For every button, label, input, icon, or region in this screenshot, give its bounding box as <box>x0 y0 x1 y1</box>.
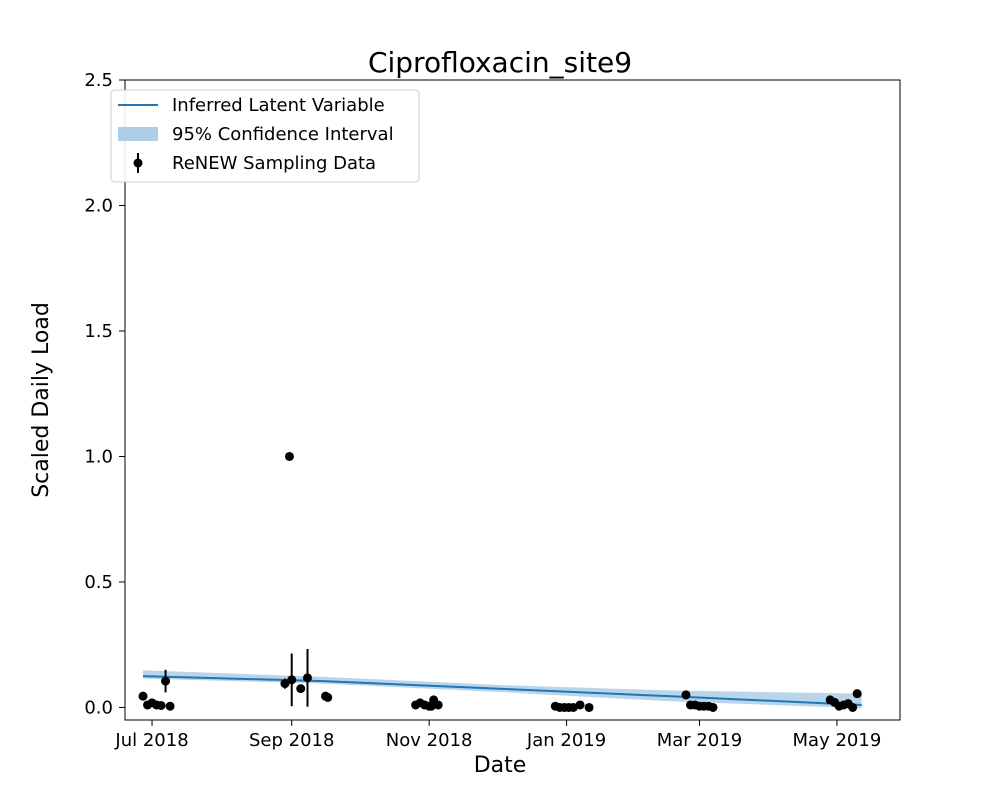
y-axis: 0.0 0.5 1.0 1.5 2.0 2.5 <box>84 70 125 718</box>
y-tick-label: 0.0 <box>84 697 113 718</box>
data-point <box>852 689 862 699</box>
y-tick-label: 2.5 <box>84 70 113 91</box>
data-point <box>280 679 290 689</box>
data-point <box>584 702 594 712</box>
legend-entry-errorbar: ReNEW Sampling Data <box>133 153 376 174</box>
legend-label: 95% Confidence Interval <box>172 124 394 145</box>
data-point <box>161 676 171 686</box>
data-point <box>287 675 297 685</box>
legend-point-swatch <box>133 158 143 168</box>
x-tick-label: Jan 2019 <box>526 730 606 751</box>
sampling-points <box>138 451 862 712</box>
data-point <box>302 673 312 683</box>
plot-frame <box>124 79 901 721</box>
data-point <box>284 451 294 461</box>
data-point <box>575 700 585 710</box>
x-axis-title: Date <box>474 753 527 778</box>
data-point <box>323 692 333 702</box>
x-tick-label: May 2019 <box>793 730 882 751</box>
data-point <box>568 702 578 712</box>
legend: Inferred Latent Variable 95% Confidence … <box>110 89 420 183</box>
legend-entry-line: Inferred Latent Variable <box>118 95 385 116</box>
legend-entry-band: 95% Confidence Interval <box>118 124 394 145</box>
y-tick-label: 1.0 <box>84 446 113 467</box>
y-tick-label: 0.5 <box>84 572 113 593</box>
y-axis-title: Scaled Daily Load <box>29 302 54 498</box>
legend-label: Inferred Latent Variable <box>172 95 385 116</box>
data-point <box>433 700 443 710</box>
x-tick-label: Jul 2018 <box>114 730 188 751</box>
data-point <box>156 700 166 710</box>
y-tick-label: 1.5 <box>84 321 113 342</box>
data-point <box>165 701 175 711</box>
data-point <box>708 702 718 712</box>
latent-variable-line <box>142 675 862 706</box>
x-tick-label: Nov 2018 <box>386 730 473 751</box>
plot-area <box>138 451 862 712</box>
x-axis: Jul 2018 Sep 2018 Nov 2018 Jan 2019 Mar 2019… <box>114 720 881 751</box>
y-tick-label: 2.0 <box>84 195 113 216</box>
data-point <box>848 702 858 712</box>
legend-box <box>110 89 420 183</box>
data-point <box>138 691 148 701</box>
legend-label: ReNEW Sampling Data <box>172 153 376 174</box>
legend-band-swatch <box>118 127 158 141</box>
data-point <box>296 684 306 694</box>
data-point <box>681 690 691 700</box>
x-tick-label: Mar 2019 <box>657 730 743 751</box>
chart-title: Ciprofloxacin_site9 <box>368 46 632 79</box>
x-tick-label: Sep 2018 <box>249 730 334 751</box>
